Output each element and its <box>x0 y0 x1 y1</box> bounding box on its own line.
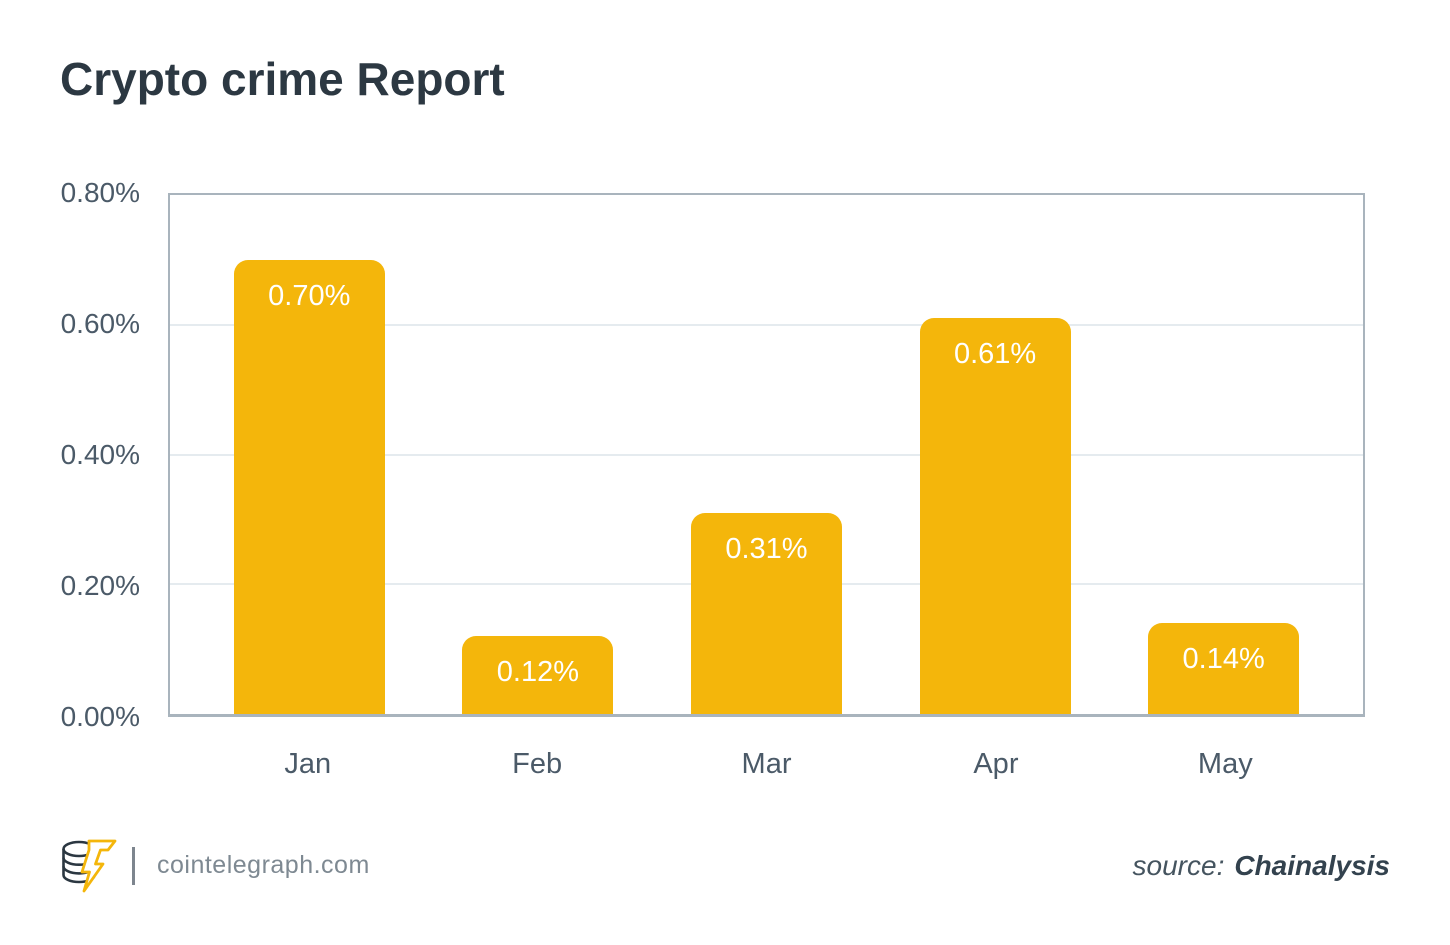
x-tick-label-mar: Mar <box>741 748 792 780</box>
bar-feb: 0.12% <box>462 636 614 714</box>
y-tick-label: 0.20% <box>60 570 140 601</box>
x-tick-label-may: May <box>1197 748 1253 780</box>
y-tick-label: 0.00% <box>60 701 140 732</box>
bar-column-feb: 0.12% <box>424 195 653 714</box>
x-axis-labels: Jan Feb Mar Apr May <box>168 748 1365 781</box>
x-tick-label-apr: Apr <box>973 748 1019 780</box>
bars-row: 0.70% 0.12% 0.31% 0.61% 0.14% <box>170 195 1363 714</box>
cointelegraph-logo-icon <box>62 839 117 892</box>
y-tick-label: 0.60% <box>60 308 140 339</box>
x-axis-inner: Jan Feb Mar Apr May <box>168 748 1365 781</box>
bar-value-label: 0.31% <box>725 532 808 565</box>
bar-value-label: 0.61% <box>953 338 1037 371</box>
source-group: source: Chainalysis <box>1133 828 1390 903</box>
bar-mar: 0.31% <box>690 512 842 714</box>
brand-group: cointelegraph.com <box>58 828 370 903</box>
bar-column-may: 0.14% <box>1109 195 1338 714</box>
brand-url: cointelegraph.com <box>157 851 370 879</box>
bar-column-jan: 0.70% <box>195 195 424 714</box>
footer: cointelegraph.com source: Chainalysis <box>0 828 1450 903</box>
y-tick-label: 0.80% <box>60 177 140 208</box>
source-prefix: source: <box>1132 849 1225 881</box>
source-name: Chainalysis <box>1234 849 1390 881</box>
bar-apr: 0.61% <box>919 318 1071 714</box>
x-tick-label-feb: Feb <box>512 748 563 780</box>
y-axis-labels: 0.80% 0.60% 0.40% 0.20% 0.00% <box>0 177 140 732</box>
bar-may: 0.14% <box>1148 623 1300 714</box>
x-tick-label-jan: Jan <box>284 748 332 780</box>
bar-value-label: 0.70% <box>268 279 351 312</box>
bar-column-mar: 0.31% <box>652 195 881 714</box>
bar-value-label: 0.12% <box>496 656 579 689</box>
gridline <box>170 323 1363 326</box>
plot-area: 0.70% 0.12% 0.31% 0.61% 0.14% <box>168 193 1365 717</box>
bar-column-apr: 0.61% <box>881 195 1110 714</box>
gridline <box>170 453 1363 456</box>
bar-value-label: 0.14% <box>1182 643 1265 676</box>
bar-jan: 0.70% <box>233 259 385 714</box>
y-tick-label: 0.40% <box>60 439 140 470</box>
chart-title: Crypto crime Report <box>60 53 505 105</box>
footer-divider <box>132 846 135 885</box>
